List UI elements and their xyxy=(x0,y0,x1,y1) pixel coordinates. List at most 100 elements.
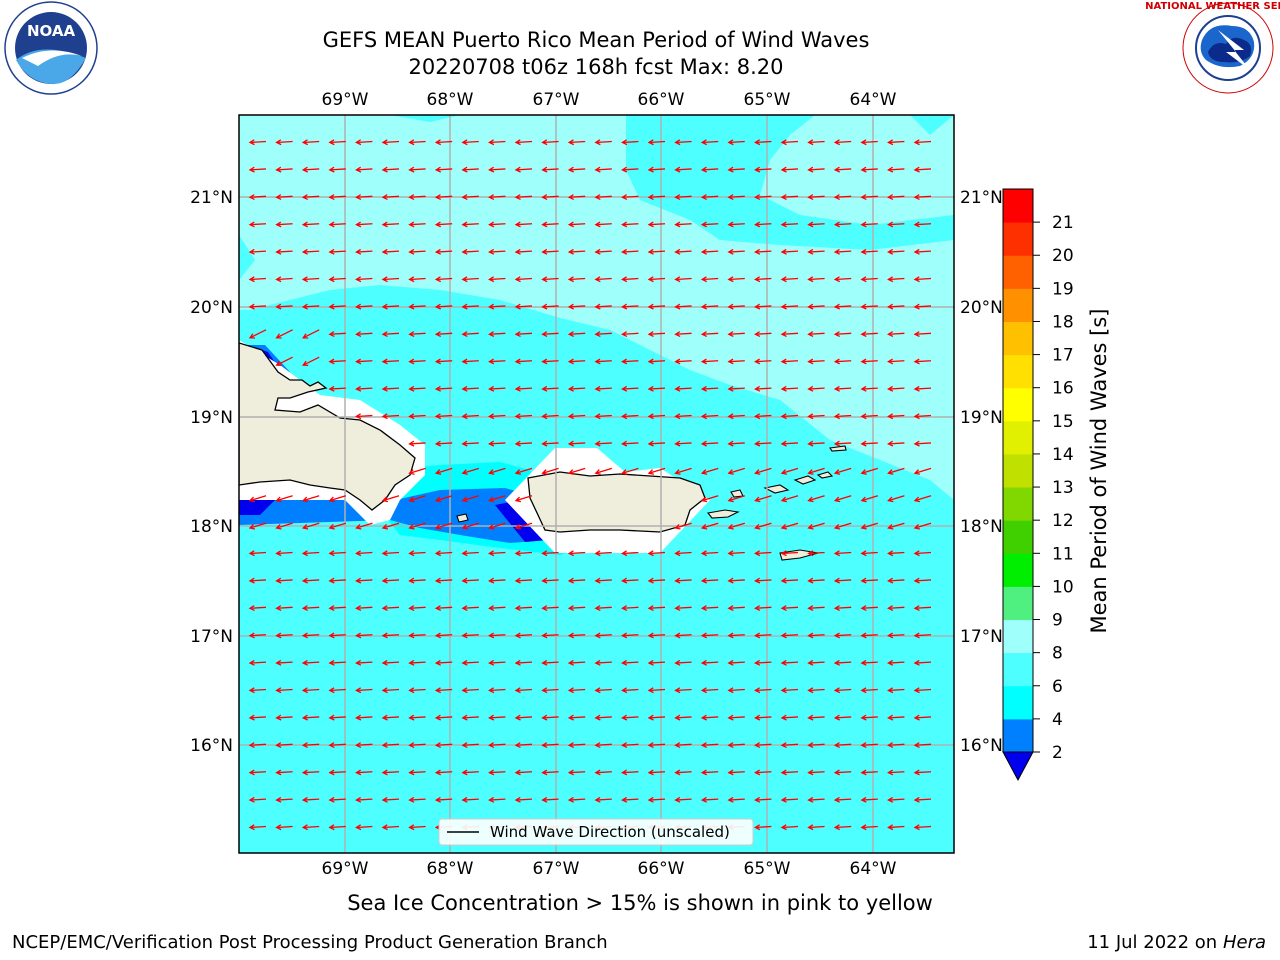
colorbar-tick-label: 2 xyxy=(1052,743,1063,763)
wind-wave-arrow xyxy=(833,358,852,365)
wind-wave-arrow xyxy=(700,714,719,721)
wind-wave-arrow xyxy=(381,714,400,721)
wind-wave-arrow xyxy=(887,276,905,283)
wind-wave-arrow xyxy=(514,577,533,584)
wind-wave-arrow xyxy=(727,605,745,611)
wind-wave-arrow xyxy=(860,385,878,392)
wind-wave-arrow xyxy=(328,522,346,530)
wind-wave-arrow xyxy=(434,331,453,337)
wind-wave-arrow xyxy=(488,413,506,420)
colorbar-tick-label: 21 xyxy=(1052,213,1074,233)
wind-wave-arrow xyxy=(567,276,586,283)
wind-wave-arrow xyxy=(461,194,479,200)
wind-wave-arrow xyxy=(381,522,400,530)
wind-wave-arrow xyxy=(887,632,905,639)
noaa-logo: NOAA xyxy=(4,1,98,95)
wind-wave-arrow xyxy=(807,659,825,666)
wind-wave-arrow xyxy=(461,550,479,557)
wind-wave-arrow xyxy=(913,659,932,666)
wind-wave-arrow xyxy=(488,194,506,200)
wind-wave-arrow xyxy=(541,742,559,748)
wind-wave-arrow xyxy=(567,413,586,420)
wind-wave-arrow xyxy=(488,577,506,584)
land-virgin-islands xyxy=(763,484,790,494)
wind-wave-arrow xyxy=(727,358,745,365)
wind-wave-arrow xyxy=(541,714,559,721)
wind-wave-arrow xyxy=(514,522,533,530)
wind-wave-arrow xyxy=(807,714,825,721)
colorbar-tick-label: 20 xyxy=(1052,246,1074,266)
wind-wave-arrow xyxy=(434,769,453,776)
wind-wave-arrow xyxy=(594,221,612,228)
wind-wave-arrow xyxy=(727,194,745,200)
wind-wave-arrow xyxy=(488,221,506,228)
wind-wave-arrow xyxy=(434,632,453,639)
wind-wave-arrow xyxy=(514,331,533,337)
wind-wave-arrow xyxy=(647,194,666,200)
wind-wave-arrow xyxy=(754,824,772,831)
wind-wave-arrow xyxy=(461,687,479,694)
wind-wave-arrow xyxy=(754,221,772,228)
wind-wave-arrow xyxy=(780,385,799,392)
wind-wave-arrow xyxy=(860,632,878,639)
wind-wave-arrow xyxy=(647,221,666,228)
wind-wave-arrow xyxy=(700,632,719,639)
wind-wave-arrow xyxy=(860,303,878,310)
wind-wave-arrow xyxy=(275,329,293,339)
wind-wave-arrow xyxy=(780,522,799,530)
wind-wave-arrow xyxy=(674,248,692,255)
wind-wave-arrow xyxy=(514,769,533,776)
wind-wave-arrow xyxy=(567,632,586,639)
wind-wave-arrow xyxy=(301,166,320,173)
lon-label: 68°W xyxy=(427,90,474,110)
wind-wave-arrow xyxy=(434,194,453,200)
wind-wave-arrow xyxy=(860,769,878,776)
wind-wave-arrow xyxy=(408,358,426,365)
wind-wave-arrow xyxy=(621,769,639,776)
wind-wave-arrow xyxy=(860,358,878,365)
wind-wave-arrow xyxy=(275,659,293,666)
wind-wave-arrow xyxy=(700,248,719,255)
wind-wave-arrow xyxy=(408,605,426,611)
wind-wave-arrow xyxy=(833,605,852,611)
wind-wave-arrow xyxy=(461,221,479,228)
colorbar-segment xyxy=(1003,520,1033,554)
wind-wave-arrow xyxy=(727,221,745,228)
wind-wave-arrow xyxy=(727,550,745,557)
wind-wave-arrow xyxy=(381,276,400,283)
wind-wave-arrow xyxy=(541,248,559,255)
wind-wave-arrow xyxy=(727,632,745,639)
wind-wave-arrow xyxy=(807,385,825,392)
wind-wave-arrow xyxy=(833,467,852,475)
wind-wave-arrow xyxy=(700,440,719,447)
ocean-field-below-2-west xyxy=(239,500,275,515)
wind-wave-arrow xyxy=(807,413,825,420)
wind-wave-arrow xyxy=(700,742,719,748)
nws-logo: NATIONAL WEATHER SERVICE xyxy=(1145,1,1280,94)
wind-wave-arrow xyxy=(833,276,852,283)
lat-labels-left: 21°N 20°N 19°N 18°N 17°N 16°N xyxy=(190,188,233,756)
wind-wave-arrow xyxy=(408,385,426,392)
wind-wave-arrow xyxy=(807,467,825,475)
lat-labels-right: 21°N 20°N 19°N 18°N 17°N 16°N xyxy=(960,188,1003,756)
wind-wave-arrow xyxy=(887,824,905,831)
wind-wave-arrow xyxy=(301,742,320,748)
wind-wave-arrow xyxy=(887,714,905,721)
wind-wave-arrow xyxy=(913,742,932,748)
wind-wave-arrow xyxy=(355,714,373,721)
wind-wave-arrow xyxy=(567,440,586,447)
wind-wave-arrow xyxy=(301,276,320,283)
wind-wave-arrow xyxy=(674,714,692,721)
wind-wave-arrow xyxy=(674,194,692,200)
map-legend: Wind Wave Direction (unscaled) xyxy=(438,818,754,846)
wind-wave-arrow xyxy=(434,276,453,283)
wind-wave-arrow xyxy=(647,166,666,173)
wind-wave-arrow xyxy=(514,467,533,475)
wind-wave-arrow xyxy=(541,166,559,173)
wind-wave-arrow xyxy=(248,522,267,530)
wind-wave-arrow xyxy=(488,303,506,310)
wind-wave-arrow xyxy=(913,605,932,611)
wind-wave-arrow xyxy=(328,358,346,365)
wind-wave-arrow xyxy=(621,385,639,392)
